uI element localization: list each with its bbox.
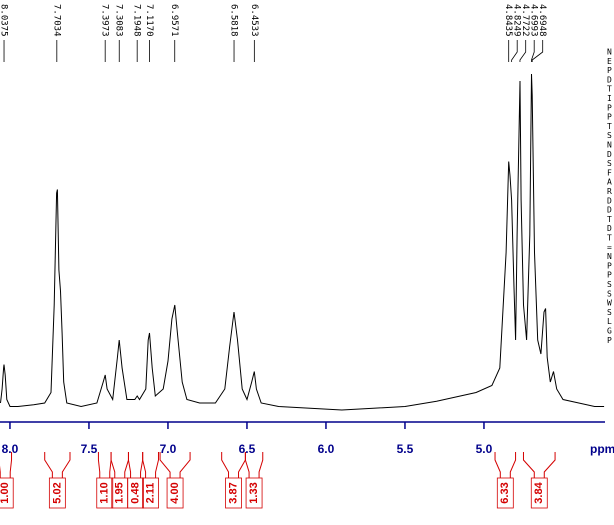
- x-tick-label: 5.5: [397, 442, 414, 456]
- integral-box: [496, 477, 514, 509]
- integral-label: 3.87: [227, 482, 239, 503]
- parameter-text: S: [607, 308, 612, 317]
- integral-box: [96, 477, 114, 509]
- parameter-text: S: [607, 131, 612, 140]
- x-tick-label: 5.0: [476, 442, 493, 456]
- integral-box: [225, 477, 242, 509]
- parameter-text: E: [607, 57, 612, 66]
- integral-label: 5.02: [51, 482, 63, 503]
- parameter-text: G: [607, 327, 612, 336]
- x-axis-label: ppm: [590, 442, 614, 456]
- parameter-text: P: [607, 271, 612, 280]
- x-tick-label: 6.5: [239, 442, 256, 456]
- integral-bracket: [44, 452, 71, 478]
- peak-label: 7.1948: [132, 4, 142, 37]
- parameter-text: A: [607, 178, 612, 187]
- parameter-text: P: [607, 103, 612, 112]
- parameter-text: D: [607, 206, 612, 215]
- integral-label: 2.11: [144, 483, 156, 504]
- peak-leader: [531, 40, 544, 62]
- peak-label: 4.6948: [537, 4, 547, 37]
- parameter-text: P: [607, 66, 612, 75]
- peak-label: 7.1170: [144, 4, 154, 37]
- parameter-text: P: [607, 336, 612, 345]
- peak-label: 7.3973: [100, 4, 110, 37]
- x-tick-label: 7.5: [81, 442, 98, 456]
- parameter-text: D: [607, 75, 612, 84]
- integral-bracket: [142, 452, 159, 478]
- integral-bracket: [159, 452, 191, 478]
- parameter-text: D: [607, 196, 612, 205]
- integral-label: 1.95: [114, 482, 126, 503]
- parameter-text: T: [607, 215, 612, 224]
- x-tick-label: 6.0: [318, 442, 335, 456]
- integral-bracket: [97, 452, 112, 478]
- integral-label: 0.48: [129, 482, 141, 503]
- integral-bracket: [110, 452, 129, 478]
- peak-label: 7.3083: [114, 4, 124, 37]
- integral-label: 3.84: [533, 481, 545, 503]
- parameter-text: N: [607, 48, 612, 57]
- parameter-text: S: [607, 280, 612, 289]
- parameter-text: I: [607, 94, 612, 103]
- peak-label: 6.4533: [249, 4, 259, 37]
- integral-box: [142, 477, 159, 509]
- x-tick-label: 8.0: [2, 442, 19, 456]
- parameter-text: R: [607, 187, 612, 196]
- peak-label: 6.9571: [169, 4, 179, 37]
- parameter-text: T: [607, 122, 612, 131]
- integral-box: [166, 477, 184, 509]
- parameter-text: F: [607, 168, 612, 177]
- parameter-text: S: [607, 289, 612, 298]
- integral-label: 1.10: [99, 482, 111, 503]
- integral-box: [48, 477, 66, 509]
- integral-box: [127, 477, 144, 509]
- integral-label: 6.33: [499, 482, 511, 503]
- integral-label: 1.00: [0, 482, 11, 503]
- parameter-text: P: [607, 113, 612, 122]
- integral-bracket: [494, 452, 517, 478]
- integral-label: 4.00: [169, 482, 181, 503]
- peak-leader: [531, 40, 535, 62]
- peak-label: 6.5818: [229, 4, 239, 37]
- parameter-text: W: [607, 299, 612, 308]
- integral-box: [245, 477, 263, 509]
- integral-bracket: [244, 452, 264, 478]
- parameter-text: D: [607, 150, 612, 159]
- integral-label: 1.33: [248, 482, 260, 503]
- parameter-text: T: [607, 85, 612, 94]
- integral-bracket: [127, 452, 144, 478]
- integral-box: [530, 477, 548, 509]
- parameter-text: T: [607, 234, 612, 243]
- parameter-text: N: [607, 141, 612, 150]
- integral-bracket: [522, 452, 556, 478]
- peak-label: 4.6993: [529, 4, 539, 37]
- parameter-text: L: [607, 317, 612, 326]
- parameter-text: =: [607, 243, 612, 252]
- peak-label: 8.0375: [0, 4, 9, 37]
- peak-label: 7.7034: [51, 4, 61, 37]
- x-tick-label: 7.0: [160, 442, 177, 456]
- peak-leader: [519, 40, 527, 62]
- peak-leader: [511, 40, 518, 62]
- integral-box: [0, 477, 14, 509]
- parameter-text: S: [607, 159, 612, 168]
- peak-label: 4.8249: [512, 4, 522, 37]
- parameter-text: P: [607, 261, 612, 270]
- peak-label: 4.7722: [520, 4, 530, 37]
- peak-label: 4.8435: [503, 4, 513, 37]
- parameter-text: D: [607, 224, 612, 233]
- spectrum-line: [0, 73, 605, 411]
- parameter-text: N: [607, 252, 612, 261]
- integral-bracket: [0, 452, 13, 478]
